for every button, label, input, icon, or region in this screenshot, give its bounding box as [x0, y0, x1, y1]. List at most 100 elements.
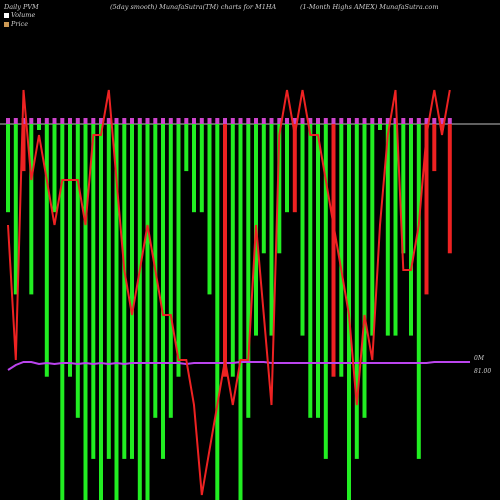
- volume-bar: [130, 124, 134, 459]
- top-marker: [37, 118, 41, 124]
- volume-bar: [37, 124, 41, 130]
- volume-bar: [285, 124, 289, 213]
- top-marker: [354, 118, 359, 124]
- top-marker: [161, 118, 165, 124]
- volume-bar: [114, 124, 119, 500]
- top-marker: [83, 118, 88, 124]
- volume-bar: [161, 124, 165, 459]
- volume-bar: [432, 124, 437, 172]
- volume-bar: [393, 124, 398, 336]
- top-marker: [52, 118, 57, 124]
- top-marker: [176, 118, 181, 124]
- top-marker: [238, 118, 243, 124]
- top-marker: [409, 118, 413, 124]
- volume-bar: [292, 124, 297, 213]
- volume-bar: [409, 124, 413, 336]
- axis-label-price-level: 81.00: [474, 368, 492, 375]
- volume-bar: [184, 124, 189, 172]
- top-marker: [370, 118, 375, 124]
- top-marker: [347, 118, 351, 124]
- volume-bar: [331, 124, 336, 377]
- top-marker: [6, 118, 10, 124]
- legend-price-swatch: [4, 21, 9, 27]
- volume-bar: [168, 124, 173, 418]
- top-marker: [207, 118, 212, 124]
- volume-bar: [6, 124, 10, 213]
- top-markers: [6, 118, 452, 124]
- volume-bar: [52, 124, 57, 213]
- volume-bar: [362, 124, 367, 418]
- top-marker: [168, 118, 173, 124]
- volume-bar: [60, 124, 65, 500]
- top-marker: [308, 118, 313, 124]
- top-marker: [269, 118, 274, 124]
- volume-bar: [323, 124, 328, 459]
- legend-volume-label: Volume: [11, 11, 36, 19]
- chart-header-right: (1-Month Highs AMEX) MunafaSutra.com: [300, 3, 439, 11]
- volume-bar: [378, 124, 382, 130]
- volume-bar: [137, 124, 142, 500]
- top-marker: [277, 118, 282, 124]
- top-marker: [60, 118, 65, 124]
- pvm-line: [7, 361, 470, 371]
- top-marker: [385, 118, 390, 124]
- legend-price-label: Price: [11, 20, 29, 28]
- legend-volume-swatch: [4, 12, 9, 18]
- top-marker: [184, 118, 189, 124]
- volume-bar: [416, 124, 421, 459]
- top-marker: [230, 118, 235, 124]
- legend-volume: Volume: [4, 11, 35, 19]
- volume-bar: [308, 124, 313, 418]
- top-marker: [137, 118, 142, 124]
- volume-bar: [13, 124, 18, 295]
- top-marker: [199, 118, 204, 124]
- volume-bar: [277, 124, 282, 254]
- volume-bar: [246, 124, 251, 418]
- top-marker: [424, 118, 429, 124]
- chart-header-center: (5day smooth) MunafaSutra(TM) charts for…: [110, 3, 277, 11]
- top-marker: [323, 118, 328, 124]
- volume-bar: [176, 124, 181, 377]
- volume-bar: [91, 124, 96, 459]
- volume-bar: [122, 124, 127, 459]
- volume-bar: [207, 124, 212, 295]
- top-marker: [44, 118, 49, 124]
- volume-bar: [339, 124, 344, 377]
- top-marker: [75, 118, 80, 124]
- volume-bar: [269, 124, 274, 336]
- volume-bar: [440, 124, 444, 130]
- top-marker: [153, 118, 158, 124]
- volume-bar: [21, 124, 26, 172]
- top-marker: [339, 118, 344, 124]
- volume-bar: [44, 124, 49, 377]
- volume-bar: [316, 124, 320, 418]
- volume-bar: [99, 124, 103, 500]
- volume-bar: [75, 124, 80, 418]
- top-marker: [91, 118, 96, 124]
- top-marker: [432, 118, 437, 124]
- volume-bar: [238, 124, 243, 500]
- volume-bar: [261, 124, 266, 254]
- legend-price: Price: [4, 20, 28, 28]
- volume-bar: [401, 124, 406, 254]
- top-marker: [106, 118, 111, 124]
- top-marker: [316, 118, 320, 124]
- top-marker: [447, 118, 452, 124]
- top-marker: [393, 118, 398, 124]
- top-marker: [300, 118, 305, 124]
- volume-bar: [300, 124, 305, 336]
- top-marker: [99, 118, 103, 124]
- volume-bar: [68, 124, 72, 377]
- top-marker: [440, 118, 444, 124]
- top-marker: [378, 118, 382, 124]
- volume-bar: [424, 124, 429, 295]
- chart-header-left: Daily PVM: [4, 3, 39, 11]
- top-marker: [114, 118, 119, 124]
- top-marker: [29, 118, 34, 124]
- top-marker: [331, 118, 336, 124]
- top-marker: [223, 118, 227, 124]
- top-marker: [192, 118, 196, 124]
- top-marker: [13, 118, 18, 124]
- volume-bar: [230, 124, 235, 377]
